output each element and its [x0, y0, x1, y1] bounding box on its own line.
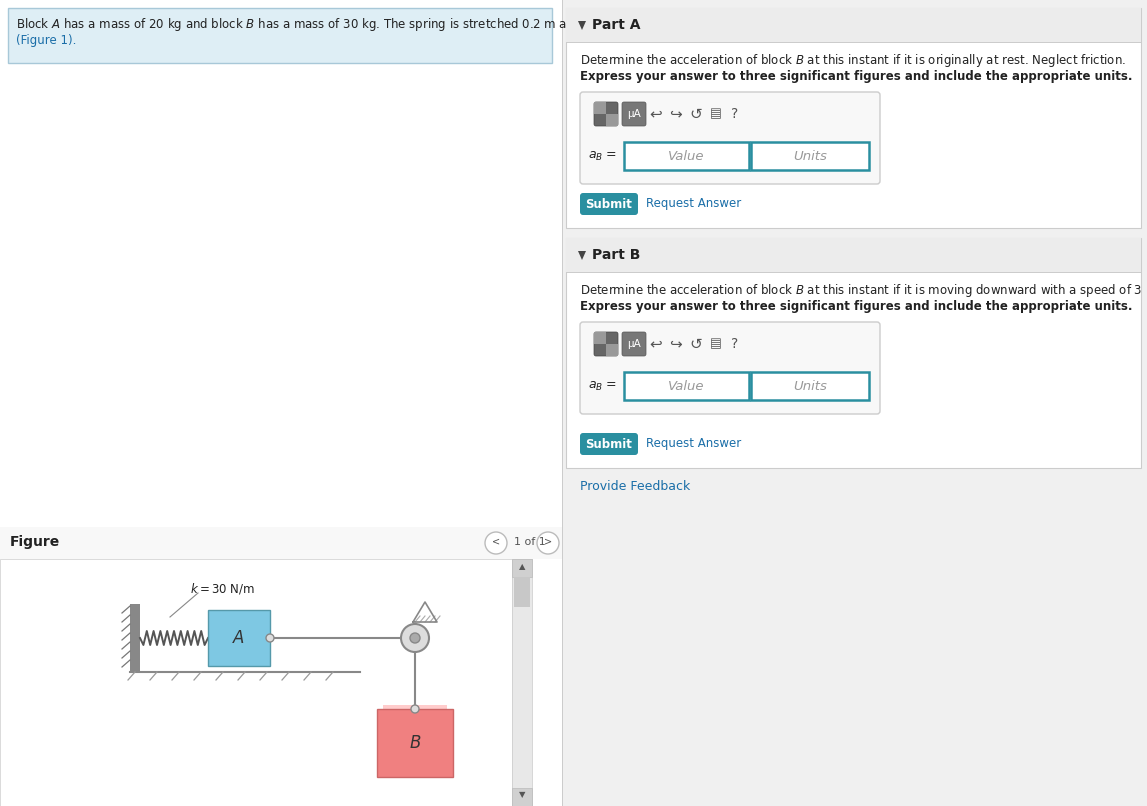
Bar	[565, 42, 1141, 43]
Text: ↪: ↪	[670, 336, 682, 351]
Bar	[751, 372, 869, 400]
Text: μA: μA	[627, 109, 641, 119]
Bar	[377, 709, 453, 777]
FancyBboxPatch shape	[594, 102, 618, 126]
Polygon shape	[578, 21, 586, 30]
Bar	[562, 0, 1147, 806]
Text: Provide Feedback: Provide Feedback	[580, 480, 690, 493]
Bar	[624, 372, 749, 400]
Text: ▤: ▤	[710, 338, 721, 351]
Bar	[594, 102, 606, 114]
Bar	[130, 604, 140, 672]
Text: ▼: ▼	[518, 790, 525, 799]
Text: ▲: ▲	[518, 562, 525, 571]
Bar	[0, 559, 512, 806]
Bar	[0, 65, 562, 525]
Text: ?: ?	[732, 337, 739, 351]
Text: Figure: Figure	[10, 535, 61, 549]
Bar	[606, 344, 618, 356]
Text: Value: Value	[669, 380, 704, 393]
Text: Express your answer to three significant figures and include the appropriate uni: Express your answer to three significant…	[580, 300, 1132, 313]
Text: Determine the acceleration of block $B$ at this instant if it is moving downward: Determine the acceleration of block $B$ …	[580, 282, 1147, 299]
Text: Determine the acceleration of block $B$ at this instant if it is originally at r: Determine the acceleration of block $B$ …	[580, 52, 1126, 69]
Circle shape	[409, 633, 420, 643]
Bar	[0, 0, 562, 806]
Text: Express your answer to three significant figures and include the appropriate uni: Express your answer to three significant…	[580, 70, 1132, 83]
Text: ?: ?	[732, 107, 739, 121]
Text: $a_B$ =: $a_B$ =	[588, 149, 617, 163]
FancyBboxPatch shape	[580, 322, 880, 414]
Text: Part B: Part B	[592, 248, 640, 262]
Bar	[751, 142, 869, 170]
Text: Submit: Submit	[586, 438, 632, 451]
Bar	[594, 332, 606, 344]
Bar	[0, 527, 562, 528]
FancyBboxPatch shape	[622, 102, 646, 126]
Bar	[512, 788, 532, 806]
Bar	[0, 527, 562, 559]
Text: Units: Units	[793, 380, 827, 393]
Bar	[624, 142, 749, 170]
Text: (Figure 1).: (Figure 1).	[16, 34, 77, 47]
Circle shape	[537, 532, 559, 554]
Bar	[514, 577, 530, 607]
Text: 1 of 1: 1 of 1	[514, 537, 546, 547]
FancyBboxPatch shape	[580, 193, 638, 215]
Bar	[512, 559, 532, 806]
FancyBboxPatch shape	[580, 433, 638, 455]
Circle shape	[485, 532, 507, 554]
Text: ▤: ▤	[710, 107, 721, 121]
Text: Part A: Part A	[592, 18, 640, 32]
Bar	[512, 559, 532, 577]
Text: ↩: ↩	[649, 106, 662, 122]
Bar	[208, 610, 270, 666]
Bar	[383, 705, 447, 713]
Text: Request Answer: Request Answer	[646, 197, 741, 210]
Text: Units: Units	[793, 149, 827, 163]
Bar	[565, 238, 1141, 272]
Text: <: <	[492, 537, 500, 547]
Bar	[565, 8, 1141, 42]
Text: >: >	[544, 537, 552, 547]
Text: Block $A$ has a mass of 20 kg and block $B$ has a mass of 30 kg. The spring is s: Block $A$ has a mass of 20 kg and block …	[16, 16, 695, 33]
FancyBboxPatch shape	[622, 332, 646, 356]
Bar	[565, 238, 1141, 468]
Polygon shape	[578, 251, 586, 260]
Circle shape	[266, 634, 274, 642]
Text: Request Answer: Request Answer	[646, 438, 741, 451]
Text: Value: Value	[669, 149, 704, 163]
Text: μA: μA	[627, 339, 641, 349]
Text: ↩: ↩	[649, 336, 662, 351]
Text: $k = 30$ N/m: $k = 30$ N/m	[190, 581, 255, 596]
Bar	[565, 8, 1141, 228]
Text: $B$: $B$	[408, 734, 421, 752]
FancyBboxPatch shape	[580, 92, 880, 184]
Bar	[8, 8, 552, 63]
Text: ↪: ↪	[670, 106, 682, 122]
Text: $a_B$ =: $a_B$ =	[588, 380, 617, 393]
Circle shape	[411, 705, 419, 713]
Text: $A$: $A$	[233, 629, 245, 647]
Bar	[606, 114, 618, 126]
Text: Submit: Submit	[586, 197, 632, 210]
Bar	[565, 272, 1141, 273]
FancyBboxPatch shape	[594, 332, 618, 356]
Text: ↺: ↺	[689, 106, 702, 122]
Circle shape	[401, 624, 429, 652]
Text: ↺: ↺	[689, 336, 702, 351]
